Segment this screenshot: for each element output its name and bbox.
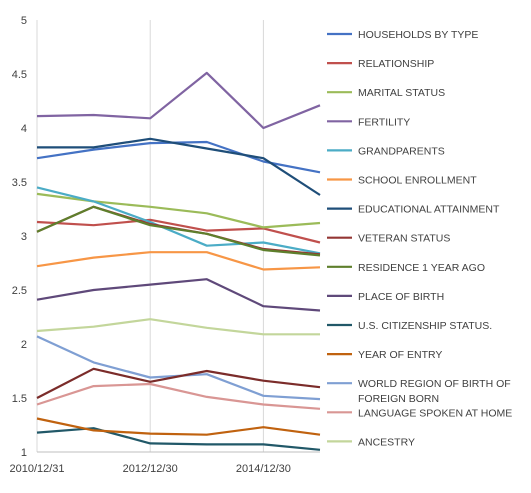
legend: HOUSEHOLDS BY TYPE RELATIONSHIP MARITAL ST… [327,29,512,448]
legend-label: MARITAL STATUS [358,87,445,99]
series-line [36,382,321,410]
series-lines [36,71,321,451]
series-line [36,427,321,451]
series-line [36,367,321,399]
legend-label: RELATIONSHIP [358,58,434,70]
x-tick-label: 2010/12/31 [9,463,64,475]
y-tick-label: 2.5 [12,285,27,297]
y-axis-ticks: 1 1.5 2 2.5 3 3.5 4 4.5 5 [12,15,27,459]
series-line [36,71,321,130]
y-tick-label: 1 [21,447,27,459]
legend-label: RESIDENCE 1 YEAR AGO [358,262,485,274]
series-line [36,318,320,336]
legend-label: FERTILITY [358,116,410,128]
x-axis-ticks: 2010/12/31 2012/12/30 2014/12/30 [9,463,290,475]
y-tick-label: 5 [21,15,27,27]
legend-label: ANCESTRY [358,436,415,448]
x-tick-label: 2014/12/30 [236,463,291,475]
series-line [36,278,321,312]
series-line [36,251,321,271]
legend-label: SCHOOL ENROLLMENT [358,175,477,187]
x-tick-label: 2012/12/30 [123,463,178,475]
legend-label: WORLD REGION OF BIRTH OF FOREIGN BORN [358,378,511,405]
y-tick-label: 3 [21,231,27,243]
y-tick-label: 3.5 [12,177,27,189]
series-line [36,205,321,257]
y-tick-label: 2 [21,339,27,351]
gridlines [36,20,264,452]
legend-label: LANGUAGE SPOKEN AT HOME [358,407,512,419]
series-line [37,137,321,196]
y-tick-label: 4 [21,123,27,135]
y-tick-label: 4.5 [12,69,27,81]
legend-label: HOUSEHOLDS BY TYPE [358,29,478,41]
series-line [36,218,321,244]
y-tick-label: 1.5 [12,393,27,405]
legend-label: VETERAN STATUS [358,233,450,245]
series-line [36,417,321,436]
legend-label: EDUCATIONAL ATTAINMENT [358,204,500,216]
legend-label: U.S. CITIZENSHIP STATUS. [358,320,492,332]
series-line [36,186,321,255]
legend-label: GRANDPARENTS [358,145,445,157]
legend-label: YEAR OF ENTRY [358,349,442,361]
legend-label: PLACE OF BIRTH [358,291,444,303]
